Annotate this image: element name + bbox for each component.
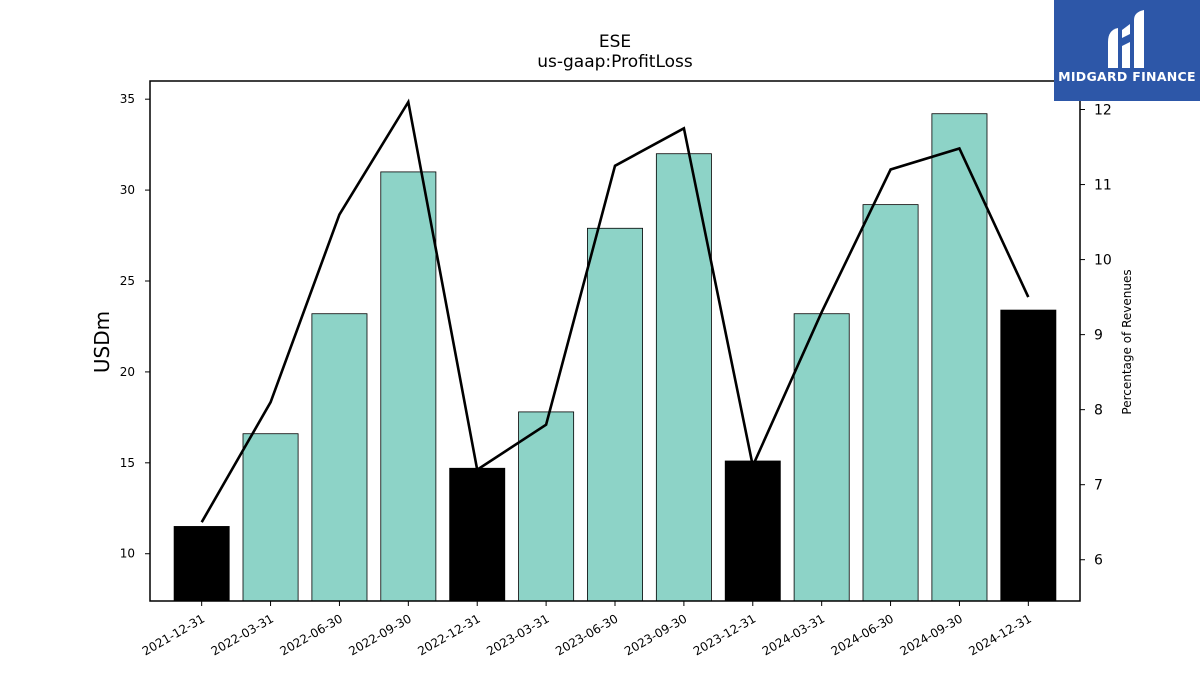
x-tick-label: 2022-09-30	[346, 611, 413, 658]
bar	[311, 313, 368, 602]
bar	[862, 204, 919, 602]
y2-tick-label: 9	[1094, 328, 1103, 344]
bar	[518, 411, 575, 602]
y-axis-label: USDm	[90, 311, 114, 373]
x-tick-label: 2024-03-31	[760, 611, 827, 658]
y2-tick-label: 11	[1094, 178, 1112, 194]
ratio-line	[200, 98, 1030, 523]
y-tick-label: 15	[120, 456, 135, 470]
y2-tick-label: 6	[1094, 553, 1103, 569]
bar	[931, 113, 988, 602]
bar	[793, 313, 850, 602]
y2-tick-label: 10	[1094, 253, 1112, 269]
x-tick-label: 2023-06-30	[553, 611, 620, 658]
x-tick-label: 2022-06-30	[278, 611, 345, 658]
logo-text: MIDGARD FINANCE	[1058, 69, 1196, 84]
bar	[724, 460, 781, 602]
y-tick-label: 25	[120, 274, 135, 288]
bar	[173, 526, 230, 602]
bar-group	[173, 113, 1057, 602]
y2-tick-label: 12	[1094, 103, 1112, 119]
y-tick-label: 30	[120, 183, 135, 197]
chart-title: ESE	[598, 32, 632, 52]
bar	[449, 467, 506, 602]
x-tick-label: 2022-03-31	[209, 611, 276, 658]
midgard-finance-logo: MIDGARD FINANCE	[1054, 0, 1200, 101]
y2-axis-label: Percentage of Revenues	[1120, 269, 1134, 414]
x-tick-label: 2021-12-31	[140, 611, 207, 658]
bar	[242, 433, 299, 602]
bar	[380, 171, 437, 602]
y-tick-label: 20	[120, 365, 135, 379]
ratio-line-group	[200, 98, 1030, 523]
x-tick-label: 2023-03-31	[484, 611, 551, 658]
y2-tick-label: 7	[1094, 478, 1103, 494]
bar	[655, 153, 712, 602]
bar	[1000, 309, 1057, 602]
y-tick-label: 35	[120, 92, 135, 106]
x-tick-label: 2024-12-31	[966, 611, 1033, 658]
x-tick-label: 2024-09-30	[898, 611, 965, 658]
y-tick-label: 10	[120, 547, 135, 561]
x-tick-label: 2022-12-31	[415, 611, 482, 658]
x-tick-label: 2023-09-30	[622, 611, 689, 658]
bar	[587, 227, 643, 602]
chart-subtitle: us-gaap:ProfitLoss	[537, 52, 693, 72]
x-tick-label: 2023-12-31	[691, 611, 758, 658]
logo-mark-icon	[1108, 10, 1144, 68]
x-tick-label: 2024-06-30	[829, 611, 896, 658]
y2-tick-label: 8	[1094, 403, 1103, 419]
